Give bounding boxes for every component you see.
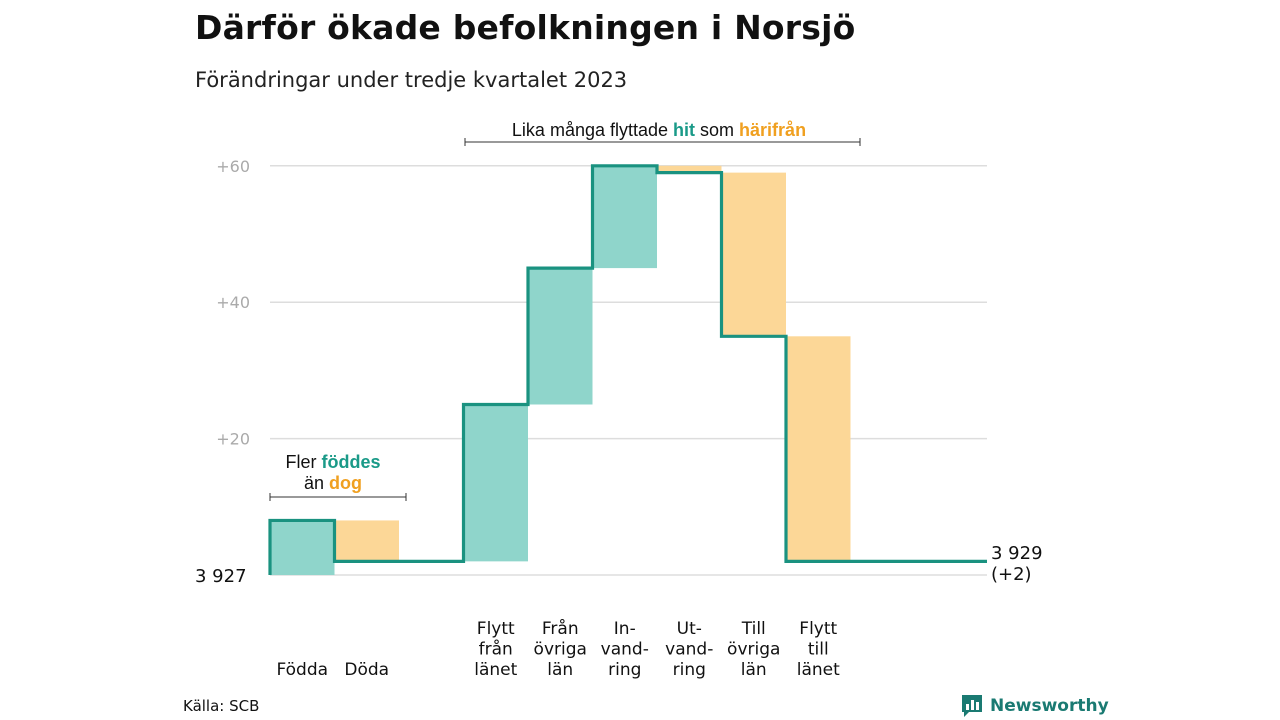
chart-title: Därför ökade befolkningen i Norsjö bbox=[195, 8, 856, 47]
end-value-label: 3 929 bbox=[991, 543, 1043, 564]
category-label: Flytt bbox=[799, 619, 837, 639]
y-tick-label: +40 bbox=[216, 293, 250, 312]
annotation-births-segment: Fler bbox=[285, 452, 321, 472]
y-tick-label: +20 bbox=[216, 430, 250, 449]
category-label: Döda bbox=[344, 660, 389, 680]
annotation-births-segment: föddes bbox=[321, 452, 380, 472]
cumulative-step-line bbox=[268, 164, 987, 575]
y-tick-label: +60 bbox=[216, 157, 250, 176]
brand-name: Newsworthy bbox=[990, 696, 1109, 716]
bar-chart-speech-icon bbox=[962, 695, 982, 717]
category-label: länet bbox=[474, 660, 517, 680]
category-label: län bbox=[741, 660, 767, 680]
category-label: Flytt bbox=[477, 619, 515, 639]
annotation-births-segment: dog bbox=[329, 473, 362, 493]
bar-in-4 bbox=[528, 268, 593, 405]
brand-logo: Newsworthy bbox=[960, 693, 1109, 719]
category-label: län bbox=[547, 660, 573, 680]
category-label: Till bbox=[741, 619, 766, 639]
annotation-births-text: än dog bbox=[304, 473, 362, 493]
bar-in-5 bbox=[592, 165, 657, 269]
category-label: Ut- bbox=[677, 619, 702, 639]
category-label: till bbox=[808, 640, 829, 660]
end-value-label: (+2) bbox=[991, 564, 1032, 585]
annotation-migration-segment: hit bbox=[673, 120, 695, 140]
annotation-migration-segment: som bbox=[695, 120, 739, 140]
category-label: ring bbox=[673, 660, 706, 680]
category-label: vand- bbox=[601, 640, 649, 660]
annotation-migration-segment: Lika många flyttade bbox=[512, 120, 673, 140]
source-label: Källa: SCB bbox=[183, 697, 260, 715]
bar-in-3 bbox=[463, 404, 528, 562]
chart-subtitle: Förändringar under tredje kvartalet 2023 bbox=[195, 68, 628, 92]
category-label: från bbox=[479, 639, 513, 660]
bar-out-1 bbox=[334, 520, 399, 562]
start-value-label: 3 927 bbox=[195, 566, 247, 587]
annotation-migration-segment: härifrån bbox=[739, 120, 806, 140]
category-label: In- bbox=[614, 619, 636, 639]
category-label: övriga bbox=[534, 640, 587, 660]
bar-out-6 bbox=[657, 165, 722, 173]
bar-out-7 bbox=[721, 172, 786, 337]
category-label: länet bbox=[797, 660, 840, 680]
category-label: vand- bbox=[665, 640, 713, 660]
category-label: övriga bbox=[727, 640, 780, 660]
annotation-births-text: Fler föddes bbox=[285, 452, 380, 472]
bar-in-0 bbox=[270, 520, 335, 575]
category-label: ring bbox=[608, 660, 641, 680]
annotation-migration-text: Lika många flyttade hit som härifrån bbox=[512, 120, 806, 140]
annotation-births-segment: än bbox=[304, 473, 329, 493]
category-label: Födda bbox=[276, 660, 328, 680]
bar-out-8 bbox=[786, 336, 851, 562]
category-label: Från bbox=[542, 618, 579, 639]
